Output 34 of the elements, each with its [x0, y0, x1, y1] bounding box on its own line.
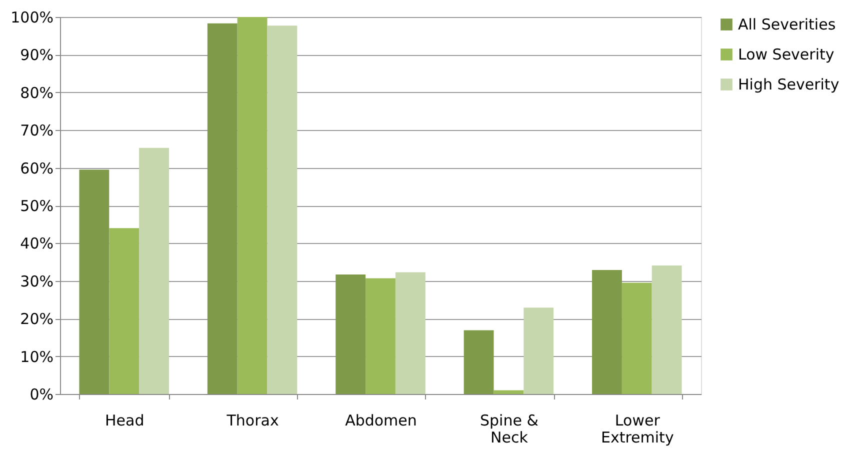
y-tick-label: 60%	[20, 159, 54, 178]
bar	[237, 17, 268, 394]
y-tick-label: 50%	[20, 197, 54, 215]
y-tick-label: 90%	[20, 46, 54, 64]
bar	[336, 274, 366, 394]
y-tick-label: 20%	[20, 310, 54, 328]
legend-label: High Severity	[738, 76, 840, 94]
x-tick-label: Thorax	[226, 412, 279, 430]
bar	[652, 265, 682, 394]
bar	[79, 170, 110, 394]
bar	[207, 23, 238, 394]
x-tick-label: Spine & Neck	[480, 412, 539, 446]
y-tick-label: 40%	[20, 234, 54, 253]
bar	[395, 272, 426, 394]
y-tick-label: 80%	[20, 84, 54, 102]
bar	[109, 228, 140, 394]
bar	[267, 26, 298, 394]
bar	[524, 308, 554, 394]
y-tick-label: 0%	[30, 386, 54, 404]
legend-label: All Severities	[738, 16, 836, 34]
legend-label: Low Severity	[738, 46, 834, 64]
bar	[464, 330, 494, 394]
y-tick-label: 70%	[20, 122, 54, 140]
y-tick-label: 100%	[10, 8, 54, 26]
bar	[592, 270, 622, 394]
bar	[366, 278, 396, 394]
bar	[622, 282, 652, 394]
x-tick-label: Head	[104, 412, 144, 430]
y-tick-label: 30%	[20, 272, 54, 290]
bar	[139, 148, 169, 394]
bar	[494, 390, 524, 394]
x-tick-label: Abdomen	[345, 412, 417, 430]
x-tick-label: Lower Extremity	[600, 412, 674, 446]
y-tick-label: 10%	[20, 348, 54, 366]
